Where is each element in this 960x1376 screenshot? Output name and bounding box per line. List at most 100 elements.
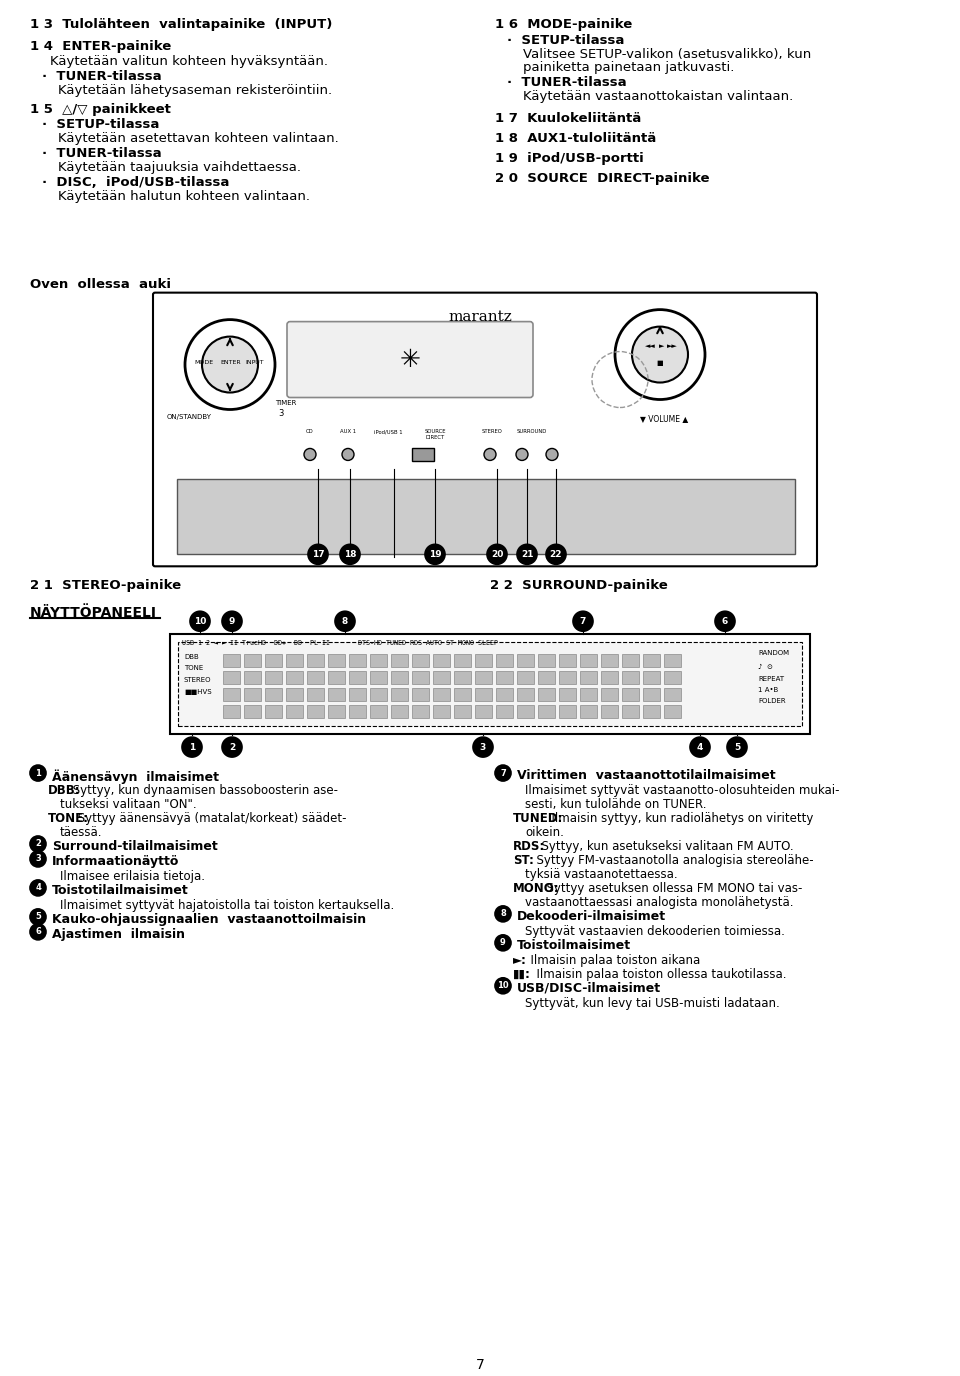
- Text: 2 0  SOURCE  DIRECT-painike: 2 0 SOURCE DIRECT-painike: [495, 172, 709, 184]
- Bar: [286, 705, 303, 718]
- Text: 1 4  ENTER-painike: 1 4 ENTER-painike: [30, 40, 171, 52]
- Circle shape: [495, 765, 511, 782]
- Text: ON/STANDBY: ON/STANDBY: [167, 414, 212, 421]
- Bar: [349, 705, 366, 718]
- Text: 2: 2: [228, 743, 235, 751]
- Circle shape: [495, 978, 511, 993]
- Bar: [265, 705, 282, 718]
- Text: AUX 1: AUX 1: [340, 429, 356, 435]
- Text: SOURCE
DIRECT: SOURCE DIRECT: [424, 429, 445, 440]
- Text: 20: 20: [491, 550, 503, 559]
- Text: 4: 4: [697, 743, 703, 751]
- Bar: [328, 688, 345, 702]
- Bar: [412, 654, 429, 667]
- Bar: [601, 688, 618, 702]
- Circle shape: [484, 449, 496, 461]
- Text: täessä.: täessä.: [60, 826, 103, 839]
- Bar: [580, 688, 597, 702]
- Text: Syttyy, kun dynaamisen bassoboosterin ase-: Syttyy, kun dynaamisen bassoboosterin as…: [69, 784, 338, 797]
- Bar: [454, 688, 471, 702]
- Text: 1: 1: [189, 743, 195, 751]
- Bar: [601, 654, 618, 667]
- Text: 1 6  MODE-painike: 1 6 MODE-painike: [495, 18, 633, 32]
- Text: STEREO: STEREO: [482, 429, 502, 435]
- Bar: [223, 671, 240, 684]
- Bar: [328, 654, 345, 667]
- Text: ST:: ST:: [513, 854, 534, 867]
- Text: ■: ■: [657, 359, 663, 366]
- Bar: [265, 671, 282, 684]
- FancyBboxPatch shape: [177, 479, 795, 555]
- Text: ►: ►: [660, 344, 664, 350]
- Text: 17: 17: [312, 550, 324, 559]
- Circle shape: [30, 765, 46, 782]
- Bar: [412, 671, 429, 684]
- Circle shape: [30, 879, 46, 896]
- Text: ►:: ►:: [513, 954, 527, 967]
- Text: marantz: marantz: [448, 310, 512, 323]
- Text: ·  TUNER-tilassa: · TUNER-tilassa: [42, 70, 161, 83]
- Bar: [643, 654, 660, 667]
- Text: TIMER: TIMER: [275, 399, 297, 406]
- Circle shape: [690, 738, 710, 757]
- Bar: [664, 688, 681, 702]
- Text: Kauko-ohjaussignaalien  vastaanottoilmaisin: Kauko-ohjaussignaalien vastaanottoilmais…: [52, 912, 366, 926]
- Text: 9: 9: [228, 616, 235, 626]
- Bar: [559, 671, 576, 684]
- Text: Käytetään valitun kohteen hyväksyntään.: Käytetään valitun kohteen hyväksyntään.: [50, 55, 328, 67]
- Circle shape: [546, 449, 558, 461]
- Text: Ilmaisee erilaisia tietoja.: Ilmaisee erilaisia tietoja.: [60, 870, 205, 883]
- Text: Syttyy asetuksen ollessa FM MONO tai vas-: Syttyy asetuksen ollessa FM MONO tai vas…: [539, 882, 803, 894]
- Text: FOLDER: FOLDER: [758, 698, 785, 705]
- Text: DBB: DBB: [184, 654, 199, 660]
- Text: 5: 5: [36, 912, 41, 922]
- Bar: [517, 671, 534, 684]
- Text: Syttyy, kun asetukseksi valitaan FM AUTO.: Syttyy, kun asetukseksi valitaan FM AUTO…: [534, 839, 793, 853]
- Bar: [664, 705, 681, 718]
- Bar: [370, 671, 387, 684]
- Text: tyksiä vastaanotettaessa.: tyksiä vastaanotettaessa.: [525, 868, 678, 881]
- Text: USB 1 2 ◄ ► II TrueHD  DD+  DD  PL II       DTS-HD TUNED RDS AUTO ST MONO SLEEP: USB 1 2 ◄ ► II TrueHD DD+ DD PL II DTS-H…: [182, 640, 498, 647]
- Bar: [223, 654, 240, 667]
- Text: 1 3  Tulolähteen  valintapainike  (INPUT): 1 3 Tulolähteen valintapainike (INPUT): [30, 18, 332, 32]
- Bar: [496, 688, 513, 702]
- Bar: [454, 705, 471, 718]
- Bar: [580, 654, 597, 667]
- Bar: [244, 671, 261, 684]
- Bar: [496, 671, 513, 684]
- Bar: [370, 705, 387, 718]
- Bar: [307, 671, 324, 684]
- Text: 6: 6: [36, 927, 41, 936]
- Text: 4: 4: [36, 883, 41, 893]
- Text: Syttyvät vastaavien dekooderien toimiessa.: Syttyvät vastaavien dekooderien toimiess…: [525, 925, 785, 938]
- Bar: [286, 654, 303, 667]
- Bar: [412, 705, 429, 718]
- Bar: [517, 705, 534, 718]
- Text: Äänensävyn  ilmaisimet: Äänensävyn ilmaisimet: [52, 769, 219, 783]
- FancyBboxPatch shape: [178, 643, 802, 727]
- Circle shape: [473, 738, 493, 757]
- Text: vastaanottaessasi analogista monolähetystä.: vastaanottaessasi analogista monolähetys…: [525, 896, 794, 910]
- Text: DBB:: DBB:: [48, 784, 81, 797]
- Bar: [622, 654, 639, 667]
- Bar: [349, 688, 366, 702]
- Text: 2: 2: [36, 839, 41, 849]
- Circle shape: [222, 611, 242, 632]
- Bar: [433, 688, 450, 702]
- Text: 21: 21: [520, 550, 533, 559]
- Circle shape: [495, 934, 511, 951]
- Circle shape: [308, 545, 328, 564]
- Text: 1 8  AUX1-tuloliitäntä: 1 8 AUX1-tuloliitäntä: [495, 132, 657, 144]
- Text: 8: 8: [500, 910, 506, 918]
- Text: sesti, kun tulolähde on TUNER.: sesti, kun tulolähde on TUNER.: [525, 798, 707, 810]
- Bar: [475, 688, 492, 702]
- Text: 3: 3: [36, 854, 41, 864]
- Circle shape: [615, 310, 705, 399]
- Bar: [475, 671, 492, 684]
- Text: 7: 7: [500, 769, 506, 777]
- Bar: [496, 654, 513, 667]
- Circle shape: [715, 611, 735, 632]
- Bar: [223, 705, 240, 718]
- Bar: [475, 654, 492, 667]
- Text: ENTER: ENTER: [221, 361, 241, 365]
